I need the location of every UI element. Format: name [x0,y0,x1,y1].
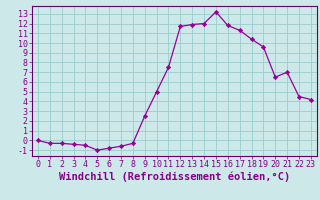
X-axis label: Windchill (Refroidissement éolien,°C): Windchill (Refroidissement éolien,°C) [59,172,290,182]
